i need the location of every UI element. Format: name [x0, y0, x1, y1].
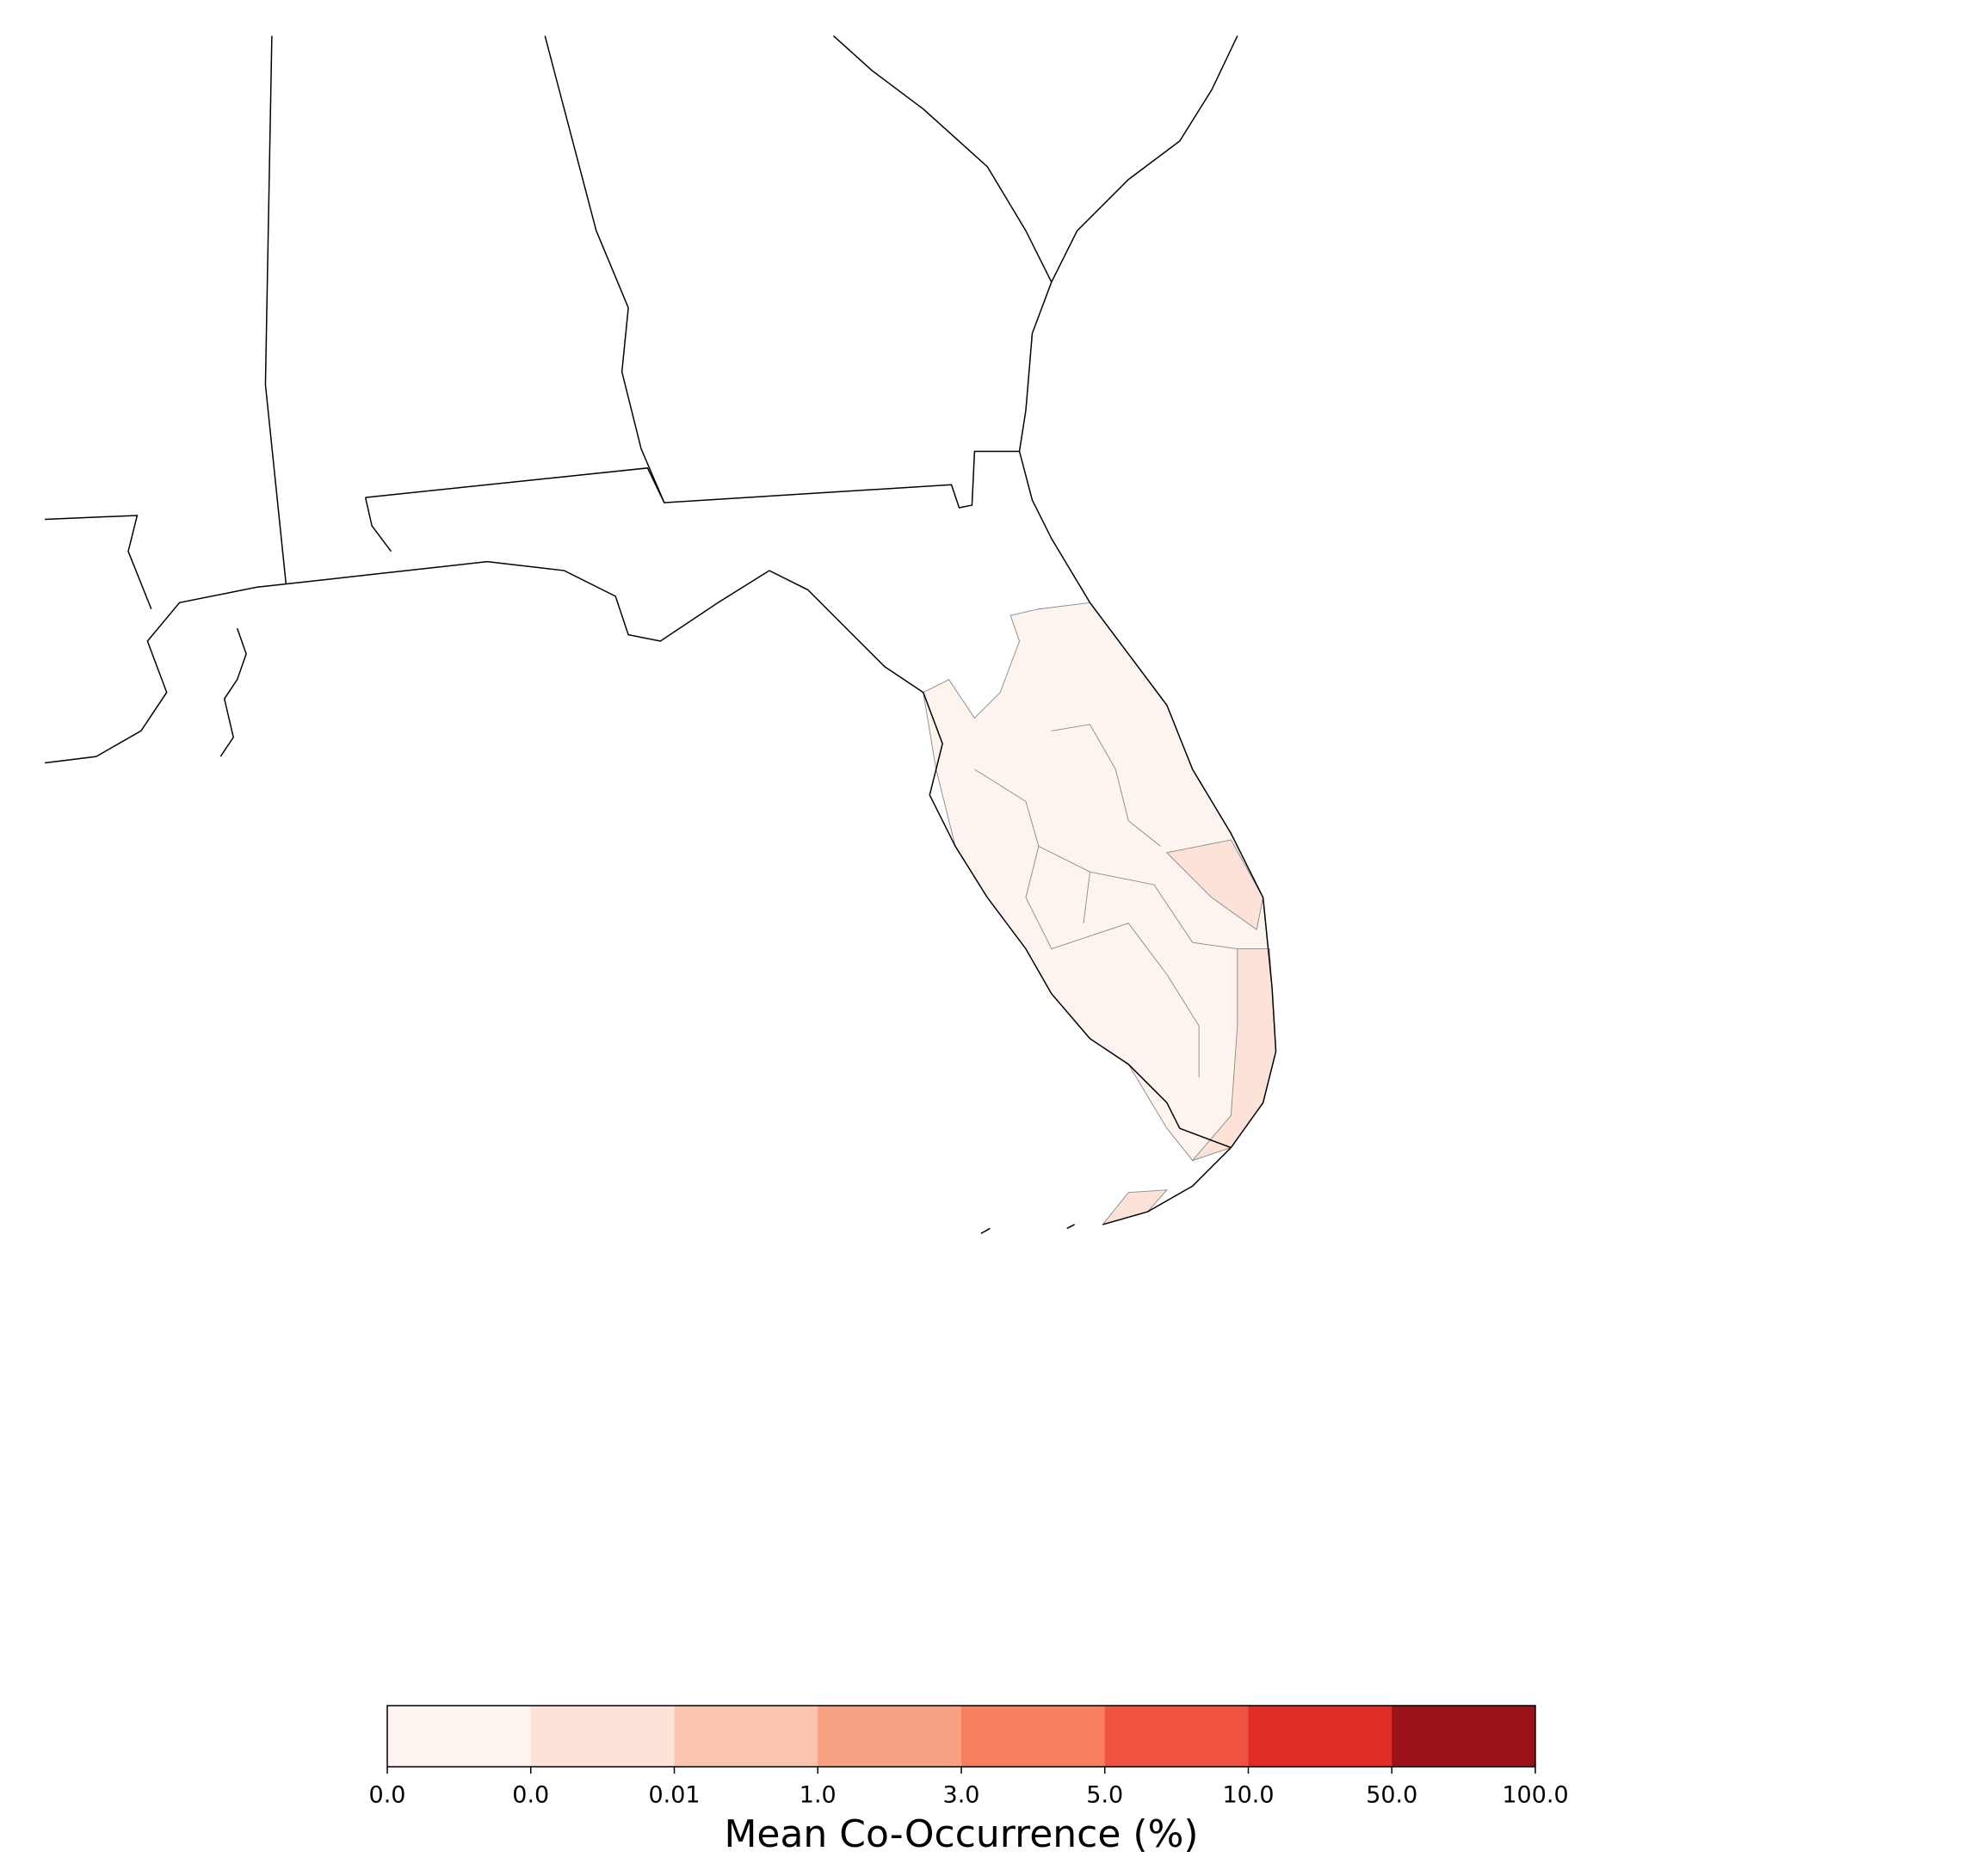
state-border [264, 35, 287, 584]
colorbar-segment [674, 1706, 818, 1767]
state-border [45, 515, 152, 610]
colorbar-label: Mean Co-Occurrence (%) [724, 1812, 1198, 1856]
coastline [45, 560, 1232, 1149]
coastline [1051, 35, 1238, 283]
colorbar: 0.0 0.0 0.01 1.0 3.0 5.0 10.0 50.0 100.0 [369, 1706, 1569, 1809]
state-border [544, 35, 665, 503]
colorbar-tick-label: 0.0 [512, 1782, 549, 1809]
colorbar-segment [530, 1706, 675, 1767]
colorbar-frame [386, 1705, 1536, 1768]
map [45, 35, 1277, 1235]
colorbar-tick-label: 1.0 [800, 1782, 837, 1809]
colorbar-segment [1392, 1706, 1536, 1767]
region-palm-beach [1165, 839, 1264, 931]
colorbar-tick-label: 50.0 [1366, 1782, 1417, 1809]
colorbar-segment [818, 1706, 962, 1767]
state-border [364, 497, 392, 552]
colorbar-tick-label: 0.0 [369, 1782, 406, 1809]
region-keys [1102, 1189, 1168, 1225]
colorbar-tick-label: 100.0 [1502, 1782, 1568, 1809]
coastline [833, 35, 1277, 1225]
colorbar-segment [387, 1706, 532, 1767]
state-border [365, 450, 1020, 509]
colorbar-segment [1104, 1706, 1249, 1767]
colorbar-tick-label: 5.0 [1086, 1782, 1123, 1809]
county-lines [974, 724, 1238, 1077]
colorbar-segment [1248, 1706, 1392, 1767]
colorbar-tick-label: 10.0 [1222, 1782, 1274, 1809]
colorbar-tick-label: 0.01 [648, 1782, 700, 1809]
colorbar-segment [961, 1706, 1106, 1767]
coastline [219, 627, 1075, 1235]
colorbar-tick-label: 3.0 [943, 1782, 980, 1809]
